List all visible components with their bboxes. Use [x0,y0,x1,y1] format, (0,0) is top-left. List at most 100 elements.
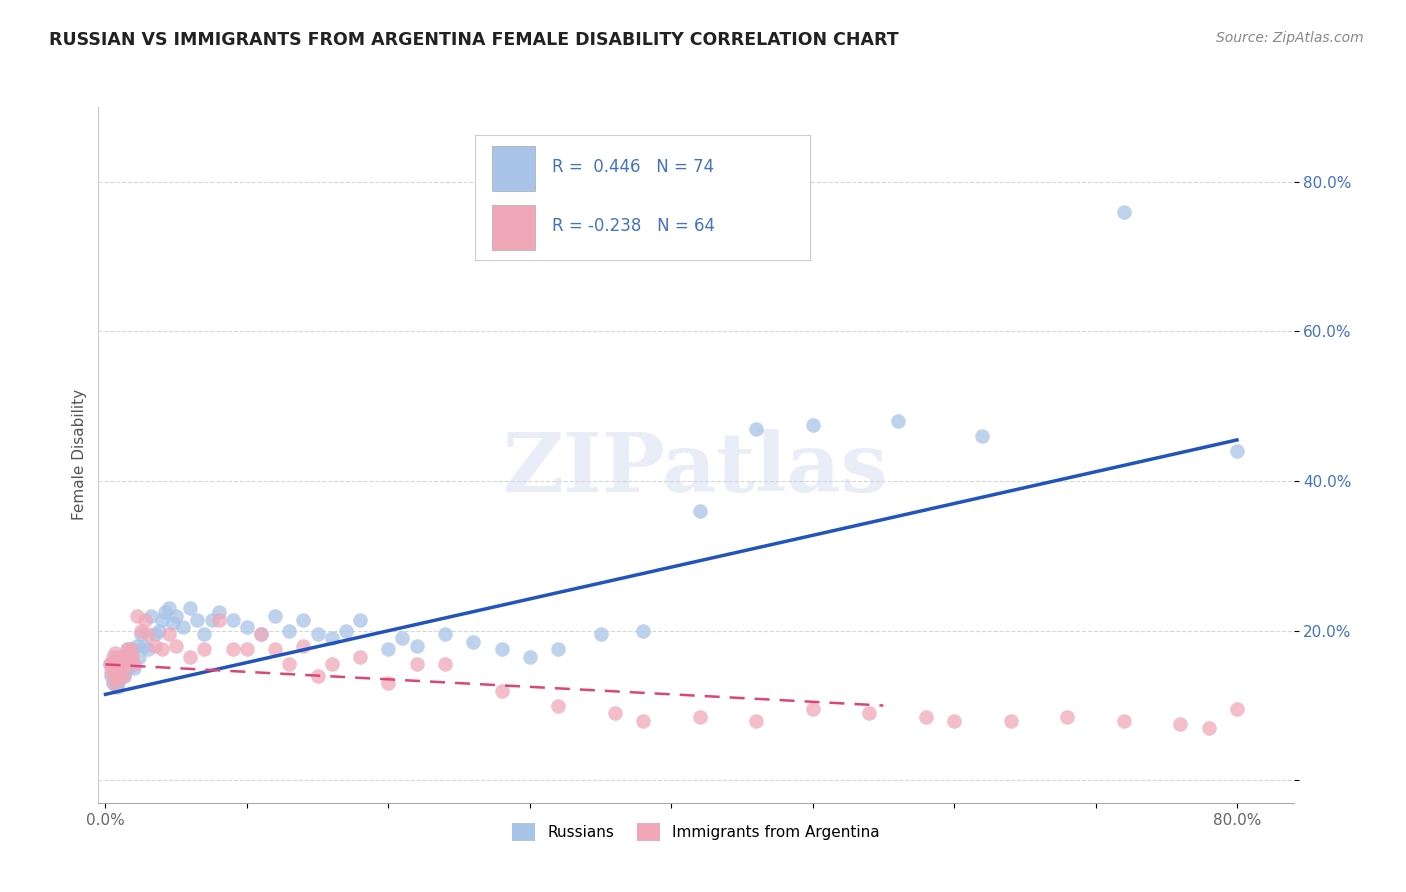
Point [107,661,129,675]
Point [1056,710,1078,724]
Point [405,657,427,672]
Point [129,624,152,638]
Point [108,654,131,668]
Point [858,706,880,720]
Point [264,642,287,657]
Point [745,714,768,728]
Point [186,613,208,627]
Point [101,661,124,675]
Point [103,654,125,668]
Point [547,698,569,713]
Point [105,649,128,664]
Point [117,642,139,657]
Point [103,654,125,668]
Point [519,649,541,664]
Point [801,417,824,432]
Point [143,627,166,641]
Point [631,714,654,728]
Point [110,665,132,679]
Point [250,627,273,641]
Point [1198,721,1220,735]
Point [886,414,908,428]
Point [1000,714,1022,728]
Point [914,710,936,724]
Point [157,601,180,615]
Point [121,642,143,657]
Point [117,661,139,675]
Point [307,627,329,641]
Y-axis label: Female Disability: Female Disability [72,389,87,521]
Point [128,649,150,664]
Point [103,665,125,679]
Point [143,639,166,653]
Point [801,702,824,716]
Point [1170,717,1192,731]
Point [107,661,129,675]
Point [122,661,145,675]
Point [110,657,132,672]
Point [179,649,201,664]
Point [162,616,184,631]
Point [157,627,180,641]
Point [250,627,273,641]
Point [114,665,136,679]
Point [125,608,148,623]
Point [193,627,215,641]
Text: Source: ZipAtlas.com: Source: ZipAtlas.com [1216,31,1364,45]
Point [118,649,141,664]
Point [1112,204,1135,219]
Point [122,657,145,672]
Point [103,676,125,690]
Point [689,504,711,518]
Point [236,620,259,634]
Point [105,657,128,672]
Point [129,627,152,641]
Point [179,601,201,615]
Point [136,627,159,641]
Point [110,657,132,672]
Point [101,676,124,690]
Point [104,646,127,660]
Point [405,639,427,653]
Point [278,657,301,672]
Point [349,613,371,627]
Point [98,657,121,672]
Point [335,624,357,638]
Point [114,657,136,672]
Point [153,605,176,619]
Point [278,624,301,638]
Point [943,714,966,728]
Point [111,661,134,675]
Point [1226,444,1249,458]
Point [689,710,711,724]
Point [200,613,222,627]
Text: RUSSIAN VS IMMIGRANTS FROM ARGENTINA FEMALE DISABILITY CORRELATION CHART: RUSSIAN VS IMMIGRANTS FROM ARGENTINA FEM… [49,31,898,49]
Point [114,657,136,672]
Point [433,657,456,672]
Point [1112,714,1135,728]
Point [104,668,127,682]
Point [589,627,612,641]
Point [104,673,127,687]
Point [115,642,138,657]
Text: ZIPatlas: ZIPatlas [503,429,889,508]
Point [134,613,156,627]
Point [150,642,173,657]
Point [100,665,122,679]
Point [111,649,134,664]
Point [547,642,569,657]
Point [264,608,287,623]
Point [972,429,994,443]
Point [120,642,142,657]
Point [139,608,162,623]
Point [121,649,143,664]
Point [172,620,194,634]
Point [321,631,343,645]
Point [101,649,124,664]
Point [463,635,485,649]
Point [491,683,513,698]
Point [105,665,128,679]
Point [107,673,129,687]
Point [165,608,187,623]
Point [108,668,131,682]
